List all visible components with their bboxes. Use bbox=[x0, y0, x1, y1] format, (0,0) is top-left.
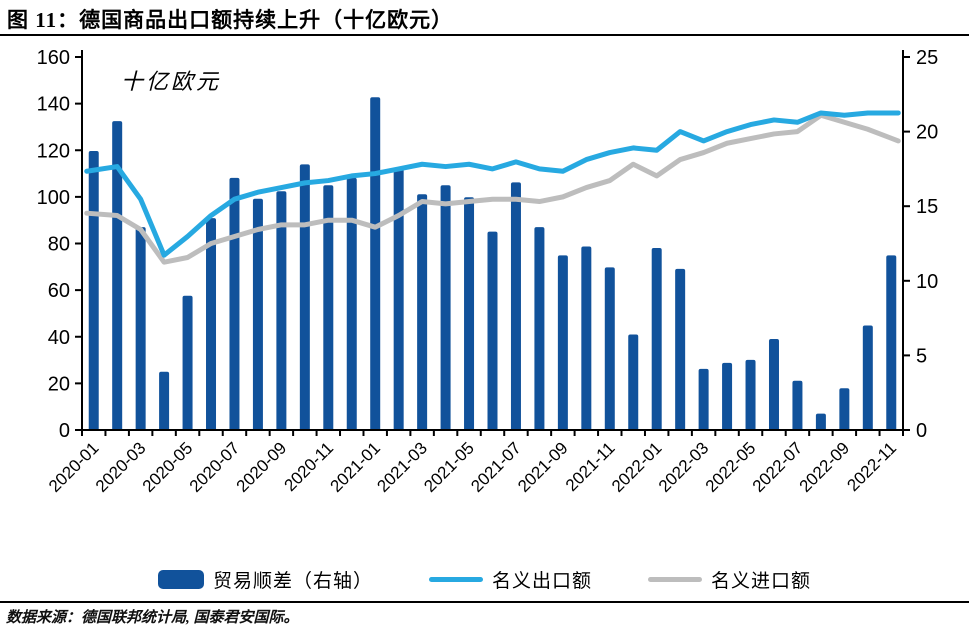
left-axis-tick-label: 60 bbox=[48, 280, 70, 302]
x-axis-tick-label: 2021-09 bbox=[514, 438, 572, 496]
trade-surplus-bar bbox=[346, 177, 357, 430]
right-axis-tick-label: 20 bbox=[916, 122, 938, 144]
x-axis-tick-label: 2021-07 bbox=[467, 438, 525, 496]
x-axis-tick-label: 2020-11 bbox=[280, 438, 337, 495]
left-axis-tick-label: 120 bbox=[37, 140, 70, 162]
exports-line bbox=[84, 110, 901, 258]
legend-label-trade-surplus: 贸易顺差（右轴） bbox=[212, 570, 373, 592]
trade-surplus-bar bbox=[722, 362, 733, 430]
x-axis-tick-label: 2021-03 bbox=[373, 438, 431, 496]
trade-surplus-bar bbox=[393, 168, 404, 430]
left-axis-tick-label: 80 bbox=[48, 234, 70, 256]
left-axis-tick-label: 140 bbox=[37, 94, 70, 116]
right-axis-tick-label: 0 bbox=[916, 420, 927, 442]
x-axis-tick-label: 2020-03 bbox=[92, 438, 150, 496]
left-axis-tick-label: 40 bbox=[48, 327, 70, 349]
legend-item-exports: 名义出口额 bbox=[428, 566, 592, 593]
trade-surplus-bar bbox=[112, 121, 123, 430]
trade-surplus-bar bbox=[464, 197, 475, 430]
imports-line bbox=[84, 112, 901, 265]
x-axis-tick-label: 2022-05 bbox=[702, 438, 760, 496]
trade-surplus-bar bbox=[768, 338, 779, 430]
trade-surplus-bar bbox=[839, 388, 850, 430]
legend-item-imports: 名义进口额 bbox=[648, 566, 811, 593]
trade-surplus-bar bbox=[370, 97, 381, 430]
x-axis-tick-label: 2021-01 bbox=[326, 438, 384, 496]
imports-line-swatch bbox=[648, 576, 702, 582]
axis-unit-label: 十亿欧元 bbox=[121, 69, 222, 94]
x-axis-tick-label: 2021-11 bbox=[562, 438, 619, 495]
trade-surplus-bar bbox=[159, 371, 170, 430]
trade-surplus-bar-swatch bbox=[157, 569, 204, 589]
exports-line-swatch bbox=[428, 576, 483, 582]
trade-surplus-bar bbox=[417, 194, 428, 430]
trade-surplus-bar bbox=[510, 182, 521, 430]
trade-surplus-bar bbox=[229, 177, 240, 430]
right-axis-tick-label: 25 bbox=[916, 47, 938, 69]
figure-title: 图 11：德国商品出口额持续上升（十亿欧元） bbox=[7, 8, 454, 32]
right-axis-tick-label: 5 bbox=[916, 345, 927, 367]
trade-surplus-bar bbox=[745, 359, 756, 430]
footer-divider bbox=[0, 601, 969, 603]
left-axis-tick-label: 20 bbox=[48, 373, 70, 395]
chart-svg: 02040608010012014016005101520252020-0120… bbox=[37, 47, 939, 496]
trade-surplus-bar bbox=[252, 198, 263, 430]
trade-surplus-bar bbox=[604, 267, 615, 430]
data-source: 数据来源：德国联邦统计局, 国泰君安国际。 bbox=[6, 610, 299, 626]
trade-surplus-bar bbox=[862, 325, 873, 430]
legend: 贸易顺差（右轴） 名义出口额 名义进口额 bbox=[0, 560, 969, 598]
right-axis-tick-label: 10 bbox=[916, 271, 938, 293]
x-axis-tick-label: 2022-09 bbox=[796, 438, 854, 496]
x-axis-tick-label: 2022-11 bbox=[843, 438, 900, 495]
title-divider bbox=[0, 34, 969, 36]
trade-surplus-bar bbox=[651, 247, 662, 430]
trade-surplus-bar bbox=[534, 227, 545, 430]
trade-surplus-bar bbox=[135, 227, 146, 430]
trade-surplus-bar bbox=[440, 185, 451, 430]
x-axis-tick-label: 2022-07 bbox=[749, 438, 807, 496]
trade-surplus-bar bbox=[299, 164, 310, 430]
x-axis-tick-label: 2020-09 bbox=[233, 438, 291, 496]
trade-surplus-bar bbox=[886, 255, 897, 430]
trade-surplus-bar bbox=[792, 380, 803, 430]
trade-surplus-bar bbox=[628, 334, 639, 430]
legend-label-exports: 名义出口额 bbox=[491, 570, 592, 592]
x-axis-tick-label: 2020-05 bbox=[139, 438, 197, 496]
trade-surplus-bar bbox=[815, 413, 826, 430]
x-axis-tick-label: 2021-05 bbox=[420, 438, 478, 496]
legend-label-imports: 名义进口额 bbox=[711, 570, 812, 592]
trade-surplus-bar bbox=[206, 218, 217, 430]
left-axis-tick-label: 160 bbox=[37, 47, 70, 69]
left-axis-tick-label: 100 bbox=[37, 187, 70, 209]
x-axis-tick-label: 2020-01 bbox=[45, 438, 103, 496]
legend-item-trade-surplus: 贸易顺差（右轴） bbox=[157, 566, 373, 593]
trade-surplus-bar bbox=[581, 246, 592, 430]
x-axis-tick-label: 2020-07 bbox=[186, 438, 244, 496]
trade-surplus-bar bbox=[557, 255, 568, 430]
trade-surplus-bar bbox=[675, 268, 686, 430]
trade-surplus-bar bbox=[698, 368, 709, 430]
right-axis-tick-label: 15 bbox=[916, 196, 938, 218]
trade-surplus-bar bbox=[276, 191, 287, 430]
trade-surplus-bar bbox=[323, 185, 334, 430]
x-axis-tick-label: 2022-01 bbox=[608, 438, 666, 496]
trade-surplus-bar bbox=[182, 295, 193, 430]
left-axis-tick-label: 0 bbox=[59, 420, 70, 442]
x-axis-tick-label: 2022-03 bbox=[655, 438, 713, 496]
trade-surplus-bar bbox=[487, 231, 498, 430]
trade-surplus-bar bbox=[88, 150, 99, 430]
